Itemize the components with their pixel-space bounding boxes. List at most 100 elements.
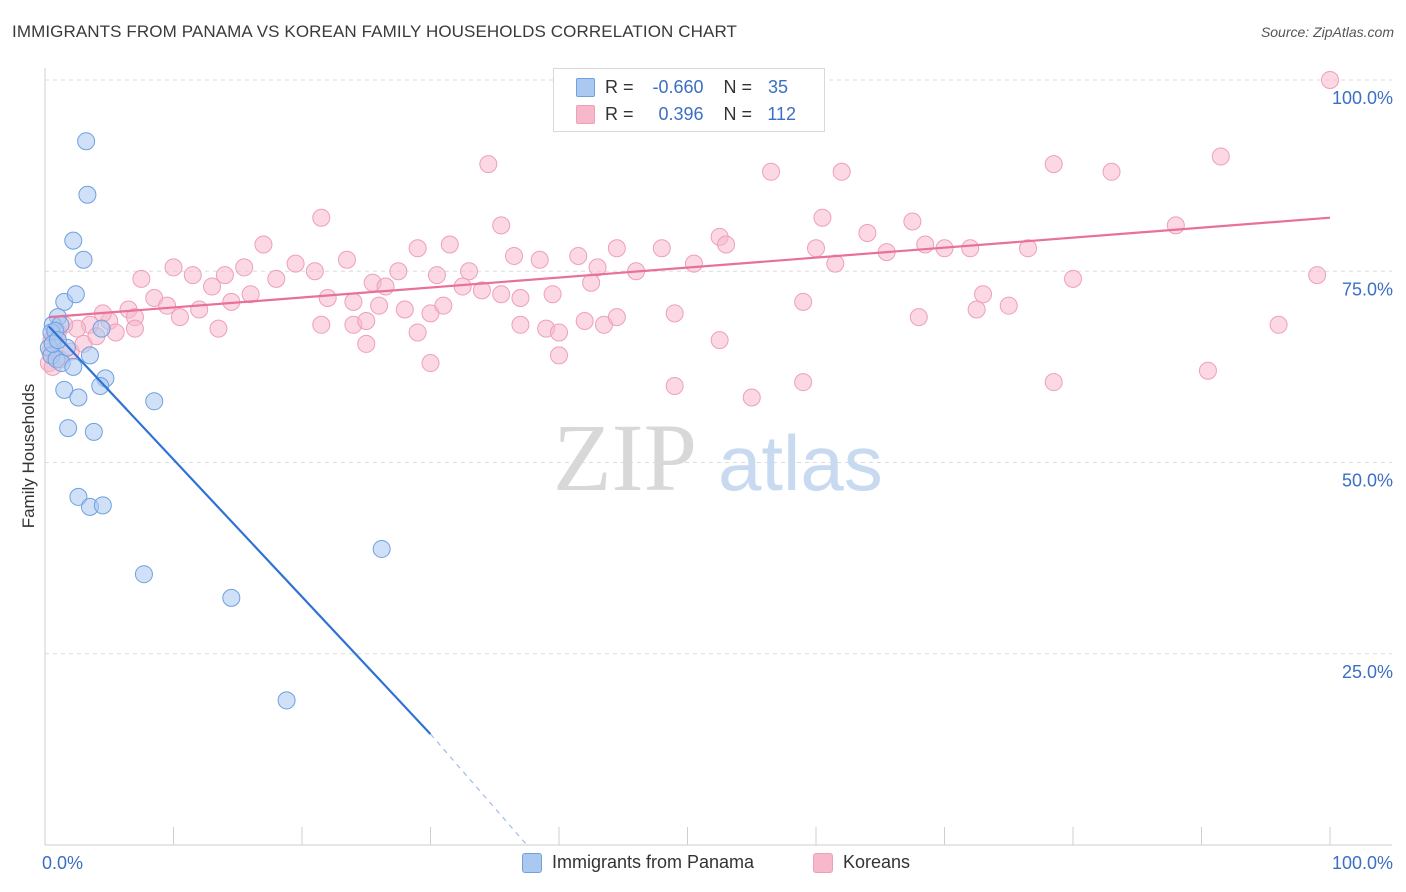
- data-point: [472, 281, 491, 300]
- data-point: [999, 296, 1018, 315]
- data-point: [511, 315, 530, 334]
- series-koreans: [39, 71, 1339, 407]
- data-point: [78, 185, 97, 204]
- data-point: [74, 250, 93, 269]
- data-point: [665, 304, 684, 323]
- data-point: [762, 162, 781, 181]
- data-point: [209, 319, 228, 338]
- legend-r-value: -0.660: [652, 76, 704, 97]
- data-point: [170, 308, 189, 327]
- data-point: [337, 250, 356, 269]
- data-point: [69, 487, 88, 506]
- data-point: [134, 565, 153, 584]
- data-point: [241, 285, 260, 304]
- x-tick-label: 100.0%: [1332, 853, 1393, 873]
- data-point: [84, 422, 103, 441]
- legend-n-label: N =: [723, 103, 753, 124]
- data-point: [59, 419, 78, 438]
- data-point: [1102, 162, 1121, 181]
- legend-swatch-koreans: [576, 104, 595, 124]
- data-point: [92, 319, 111, 338]
- data-point: [967, 300, 986, 319]
- data-point: [254, 235, 273, 254]
- y-tick-label: 75.0%: [1342, 279, 1393, 299]
- legend-swatch-panama: [576, 77, 595, 97]
- legend-r-label: R =: [605, 76, 634, 97]
- legend-r-label: R =: [605, 103, 634, 124]
- x-tick-label: 0.0%: [42, 853, 83, 873]
- data-point: [684, 254, 703, 273]
- data-point: [344, 292, 363, 311]
- data-point: [1269, 315, 1288, 334]
- trend-line-panama: [48, 325, 432, 735]
- data-point: [408, 239, 427, 258]
- watermark-atlas: atlas: [718, 419, 883, 507]
- data-point: [511, 289, 530, 308]
- data-point: [652, 239, 671, 258]
- data-point: [492, 216, 511, 235]
- watermark-zip: ZIP: [553, 404, 697, 511]
- data-point: [550, 346, 568, 365]
- data-point: [530, 250, 549, 269]
- data-point: [312, 208, 331, 227]
- legend-n-label: N =: [723, 76, 753, 97]
- data-point: [267, 269, 286, 288]
- data-point: [190, 300, 209, 319]
- data-point: [64, 357, 83, 376]
- data-point: [479, 155, 498, 174]
- legend-item-koreans[interactable]: Koreans: [813, 852, 910, 873]
- data-point: [305, 262, 324, 281]
- data-point: [460, 262, 479, 281]
- data-point: [125, 319, 144, 338]
- data-point: [569, 246, 588, 265]
- data-point: [665, 377, 684, 395]
- data-point: [550, 323, 568, 342]
- series-legend: Immigrants from Panama Koreans: [0, 852, 1406, 878]
- data-point: [235, 258, 254, 277]
- data-point: [717, 235, 736, 254]
- data-point: [158, 296, 177, 315]
- data-point: [372, 539, 391, 558]
- data-point: [1044, 155, 1063, 174]
- legend-swatch-koreans: [813, 852, 833, 873]
- trend-line-panama-extension: [430, 733, 528, 846]
- legend-item-panama[interactable]: Immigrants from Panama: [522, 852, 754, 873]
- y-tick-label: 100.0%: [1332, 88, 1393, 108]
- data-point: [183, 266, 202, 285]
- data-point: [607, 308, 626, 327]
- data-point: [408, 323, 427, 342]
- chart-source: Source: ZipAtlas.com: [1260, 24, 1394, 40]
- axes: [44, 68, 1392, 846]
- data-point: [742, 388, 761, 407]
- data-point: [222, 588, 241, 607]
- data-point: [318, 289, 337, 308]
- data-point: [575, 311, 594, 330]
- y-tick-label: 50.0%: [1342, 471, 1393, 491]
- data-point: [1198, 361, 1217, 380]
- data-point: [1044, 373, 1063, 392]
- data-point: [903, 212, 922, 231]
- y-tick-label: 25.0%: [1342, 662, 1393, 682]
- data-point: [505, 246, 524, 265]
- tick-labels: 25.0% 50.0% 75.0% 100.0% 0.0% 100.0%: [42, 88, 1393, 873]
- data-point: [1064, 269, 1082, 288]
- data-point: [832, 162, 851, 181]
- data-point: [48, 331, 67, 350]
- trend-lines: [48, 216, 1331, 846]
- data-point: [440, 235, 459, 254]
- data-point: [543, 285, 562, 304]
- data-point: [813, 208, 832, 227]
- y-axis-title: Family Households: [19, 384, 38, 529]
- series-panama: [39, 132, 391, 710]
- trend-line-koreans: [48, 216, 1331, 319]
- legend-item-label: Koreans: [843, 852, 911, 872]
- data-point: [91, 377, 110, 395]
- data-point: [710, 331, 729, 350]
- data-point: [807, 239, 825, 258]
- legend-item-label: Immigrants from Panama: [552, 852, 755, 872]
- data-point: [421, 354, 440, 373]
- data-point: [203, 277, 222, 296]
- data-point: [961, 239, 980, 258]
- data-point: [55, 380, 74, 399]
